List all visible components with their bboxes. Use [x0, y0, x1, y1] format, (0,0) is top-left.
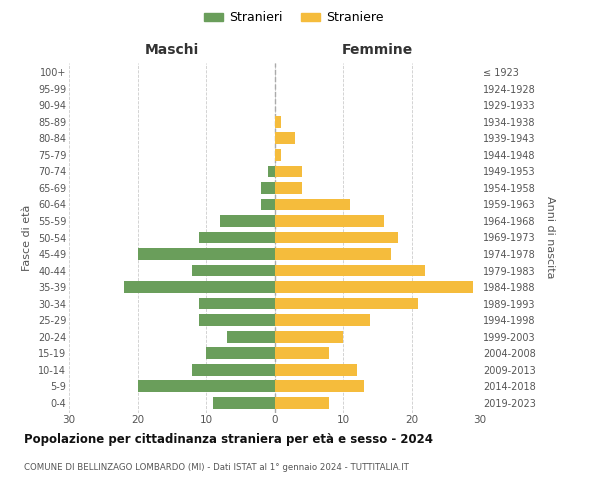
Bar: [275, 396, 329, 408]
Bar: [193, 364, 275, 376]
Text: Femmine: Femmine: [341, 44, 413, 58]
Legend: Stranieri, Straniere: Stranieri, Straniere: [199, 6, 389, 29]
Bar: [275, 132, 295, 144]
Y-axis label: Fasce di età: Fasce di età: [22, 204, 32, 270]
Bar: [193, 264, 275, 276]
Bar: [275, 248, 391, 260]
Bar: [227, 330, 275, 342]
Bar: [213, 396, 275, 408]
Bar: [275, 149, 281, 161]
Bar: [275, 182, 302, 194]
Bar: [275, 116, 281, 128]
Bar: [275, 364, 356, 376]
Bar: [206, 347, 275, 359]
Bar: [199, 232, 275, 243]
Bar: [275, 380, 364, 392]
Bar: [137, 380, 275, 392]
Text: COMUNE DI BELLINZAGO LOMBARDO (MI) - Dati ISTAT al 1° gennaio 2024 - TUTTITALIA.: COMUNE DI BELLINZAGO LOMBARDO (MI) - Dat…: [24, 462, 409, 471]
Bar: [275, 314, 370, 326]
Text: Maschi: Maschi: [145, 44, 199, 58]
Bar: [137, 248, 275, 260]
Bar: [275, 232, 398, 243]
Bar: [275, 298, 418, 310]
Bar: [124, 281, 275, 293]
Bar: [199, 298, 275, 310]
Bar: [275, 198, 350, 210]
Bar: [220, 215, 275, 227]
Bar: [275, 264, 425, 276]
Bar: [275, 281, 473, 293]
Bar: [268, 166, 275, 177]
Bar: [261, 182, 275, 194]
Bar: [275, 166, 302, 177]
Bar: [275, 347, 329, 359]
Bar: [199, 314, 275, 326]
Bar: [261, 198, 275, 210]
Bar: [275, 330, 343, 342]
Bar: [275, 215, 384, 227]
Text: Popolazione per cittadinanza straniera per età e sesso - 2024: Popolazione per cittadinanza straniera p…: [24, 432, 433, 446]
Y-axis label: Anni di nascita: Anni di nascita: [545, 196, 555, 278]
